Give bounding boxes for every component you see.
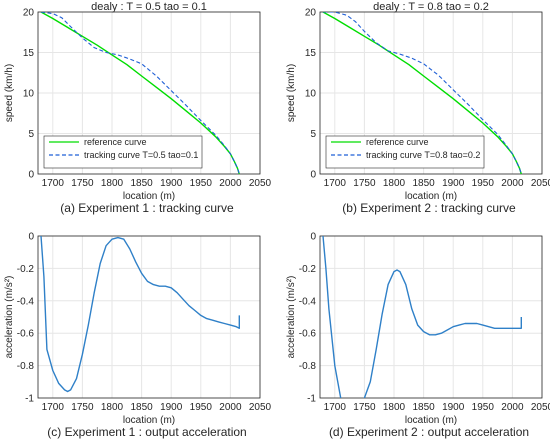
x-tick-label: 2000 [219,178,242,189]
y-tick-label: 20 [305,8,317,19]
y-tick-label: 20 [23,8,35,19]
y-tick-label: -0.8 [299,361,317,372]
y-axis-label: acceleration (m/s²) [286,276,297,359]
legend-entry: tracking curve T=0.8 tao=0.2 [366,150,480,160]
x-axis-label: location (m) [123,415,175,426]
panel-caption: (b) Experiment 2 : tracking curve [342,201,516,215]
x-tick-label: 2000 [501,178,524,189]
x-tick-label: 1750 [353,178,376,189]
x-tick-label: 1850 [130,402,153,413]
y-tick-label: -0.2 [299,264,317,275]
x-tick-label: 1800 [383,178,406,189]
series-line-1 [40,236,241,393]
y-axis-label: speed (km/h) [286,64,297,122]
x-tick-label: 1700 [42,402,65,413]
axes-box [319,11,543,175]
legend-entry: tracking curve T=0.5 tao=0.1 [84,150,198,160]
legend: reference curve tracking curve T=0.5 tao=… [43,135,203,169]
x-tick-label: 1900 [160,402,183,413]
y-tick-label: -0.2 [17,264,35,275]
panel-caption: (a) Experiment 1 : tracking curve [60,201,234,215]
x-tick-label: 1850 [412,402,435,413]
y-tick-label: -0.6 [17,329,35,340]
y-axis-label: acceleration (m/s²) [4,276,15,359]
y-tick-label: 10 [305,89,317,100]
x-axis-label: location (m) [123,191,175,202]
panel-caption: (d) Experiment 2 : output acceleration [329,425,529,439]
x-tick-label: 1750 [71,178,94,189]
x-tick-label: 1900 [160,178,183,189]
x-tick-label: 1800 [383,402,406,413]
x-tick-label: 2000 [219,402,242,413]
y-tick-label: -0.6 [299,329,317,340]
panel-caption: (c) Experiment 1 : output acceleration [47,425,246,439]
y-axis-label: speed (km/h) [4,64,15,122]
legend: reference curve tracking curve T=0.8 tao=… [325,135,485,169]
y-tick-label: 15 [305,48,317,59]
y-tick-label: -0.8 [17,361,35,372]
y-tick-label: -1 [25,394,34,405]
chart-title: dealy : T = 0.8 tao = 0.2 [373,1,489,13]
y-tick-label: -1 [307,394,316,405]
axes-box [319,235,543,399]
y-tick-label: -0.4 [299,296,317,307]
x-tick-label: 1850 [130,178,153,189]
chart-panel-2: 1700 1750 1800 1850 1900 1950 2000 2050 0 5 10 15 20… [286,1,550,215]
x-tick-label: 1800 [101,178,124,189]
y-tick-label: -0.4 [17,296,35,307]
series-line-1 [322,236,522,398]
x-tick-label: 1800 [101,402,124,413]
y-tick-label: 10 [23,89,35,100]
x-tick-label: 2050 [249,178,272,189]
x-tick-label: 2050 [531,178,550,189]
x-tick-label: 2000 [501,402,524,413]
chart-title: dealy : T = 0.5 tao = 0.1 [91,1,207,13]
x-tick-label: 1900 [442,178,465,189]
legend-entry: reference curve [366,137,429,147]
x-tick-label: 1850 [412,178,435,189]
x-tick-label: 1700 [324,402,347,413]
series-line-2 [323,12,522,174]
y-tick-label: 5 [310,129,316,140]
x-tick-label: 1950 [190,178,213,189]
chart-panel-3: 1700 1750 1800 1850 1900 1950 2000 2050 -1 -0.8 -0… [4,232,272,440]
x-axis-label: location (m) [405,415,457,426]
legend-box [325,135,485,169]
legend-entry: reference curve [84,137,147,147]
x-tick-label: 2050 [249,402,272,413]
x-tick-label: 1950 [190,402,213,413]
chart-panel-1: 1700 1750 1800 1850 1900 1950 2000 2050 0 5 10 15 20… [4,1,272,215]
series-line-2 [40,12,240,174]
x-tick-label: 1900 [442,402,465,413]
y-tick-label: 0 [310,232,316,243]
axes-box [37,11,261,175]
series-line-1 [322,12,522,174]
y-tick-label: 5 [28,129,34,140]
x-tick-label: 1950 [472,178,495,189]
x-tick-label: 1700 [42,178,65,189]
chart-panel-4: 1700 1750 1800 1850 1900 1950 2000 2050 -1 -0.8 -0… [286,232,550,440]
x-tick-label: 1700 [324,178,347,189]
y-tick-label: 0 [28,170,34,181]
x-axis-label: location (m) [405,191,457,202]
x-tick-label: 2050 [531,402,550,413]
y-tick-label: 0 [28,232,34,243]
x-tick-label: 1750 [353,402,376,413]
legend-box [43,135,203,169]
y-tick-label: 15 [23,48,35,59]
y-tick-label: 0 [310,170,316,181]
axes-box [37,235,261,399]
x-tick-label: 1950 [472,402,495,413]
x-tick-label: 1750 [71,402,94,413]
